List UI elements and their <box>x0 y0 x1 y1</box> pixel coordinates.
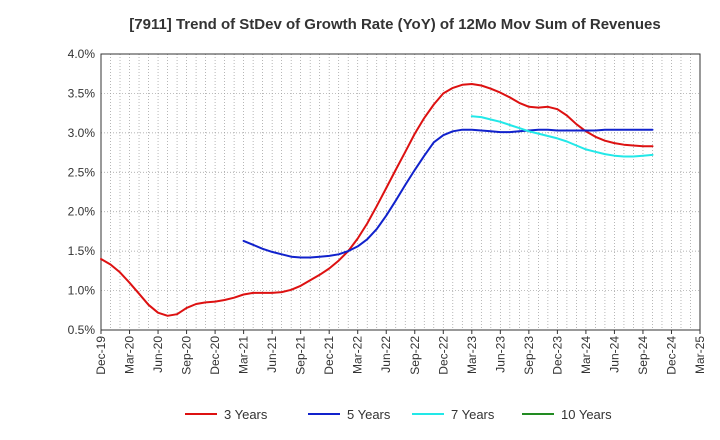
plot-border <box>100 53 701 331</box>
x-tick-label: Dec-19 <box>94 336 108 375</box>
x-tick-label: Jun-22 <box>379 336 393 373</box>
x-tick-label: Mar-22 <box>351 336 365 374</box>
y-tick-label: 1.5% <box>68 244 96 258</box>
y-tick-label: 2.0% <box>68 205 96 219</box>
x-tick-label: Dec-22 <box>436 336 450 375</box>
x-tick-label: Mar-23 <box>465 336 479 374</box>
x-tick-label: Mar-21 <box>237 336 251 374</box>
x-tick-label: Sep-22 <box>408 336 422 375</box>
x-tick-label: Mar-25 <box>693 336 707 374</box>
y-tick-label: 3.0% <box>68 126 96 140</box>
series-line-3-years <box>100 83 654 317</box>
x-tick-label: Sep-23 <box>522 336 536 375</box>
legend-label: 5 Years <box>347 407 391 422</box>
x-tick-label: Sep-24 <box>636 336 650 375</box>
plot-area <box>100 83 654 317</box>
legend: 3 Years 5 Years 7 Years 10 Years <box>185 407 612 422</box>
x-tick-label: Mar-24 <box>579 336 593 374</box>
x-tick-label: Jun-24 <box>607 336 621 373</box>
legend-label: 3 Years <box>224 407 268 422</box>
x-tick-label: Sep-20 <box>180 336 194 375</box>
y-tick-label: 3.5% <box>68 86 96 100</box>
x-tick-label: Dec-21 <box>322 336 336 375</box>
y-tick-label: 4.0% <box>68 47 96 61</box>
x-tick-label: Dec-23 <box>550 336 564 375</box>
legend-label: 10 Years <box>561 407 612 422</box>
x-tick-label: Mar-20 <box>123 336 137 374</box>
x-tick-label: Jun-23 <box>493 336 507 373</box>
gridlines <box>100 53 701 331</box>
x-axis: Dec-19 Mar-20 Jun-20 Sep-20 Dec-20 Mar-21 Jun-… <box>94 330 707 375</box>
y-tick-label: 0.5% <box>68 323 96 337</box>
y-tick-label: 2.5% <box>68 165 96 179</box>
chart-title: [7911] Trend of StDev of Growth Rate (Yo… <box>129 16 660 33</box>
series-line-5-years <box>242 128 654 259</box>
x-tick-label: Dec-20 <box>208 336 222 375</box>
x-tick-label: Jun-20 <box>151 336 165 373</box>
x-tick-label: Dec-24 <box>664 336 678 375</box>
x-tick-label: Sep-21 <box>294 336 308 375</box>
x-tick-label: Jun-21 <box>265 336 279 373</box>
y-axis: 0.5% 1.0% 1.5% 2.0% 2.5% 3.0% 3.5% 4.0% <box>68 47 96 337</box>
series-line-7-years <box>470 115 654 158</box>
legend-label: 7 Years <box>451 407 495 422</box>
y-tick-label: 1.0% <box>68 284 96 298</box>
